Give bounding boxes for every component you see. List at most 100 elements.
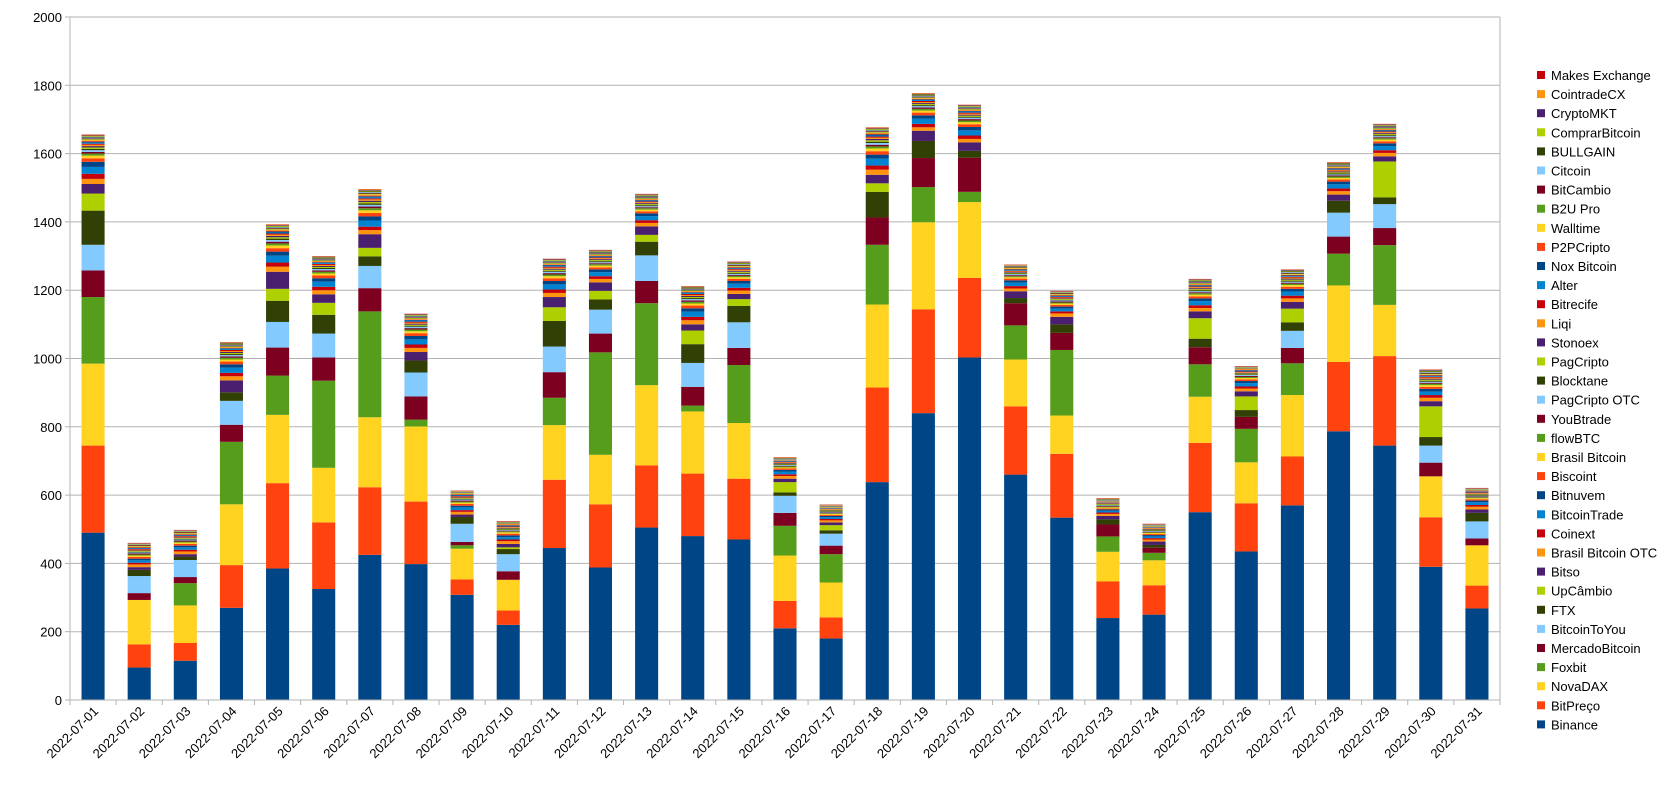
bar-segment-comprarbitcoin — [1281, 271, 1304, 272]
bar-segment-bitcambio — [174, 532, 197, 533]
bar-segment-bitcointrade — [266, 256, 289, 263]
bar-segment-liqi — [1004, 271, 1027, 272]
bar-segment-walltime — [1189, 284, 1212, 285]
bar-segment-bitcointrade — [1419, 392, 1442, 395]
bar-segment-brasil-bitcoin — [174, 543, 197, 544]
bar-segment-nox-bitcoin — [1327, 168, 1350, 169]
bar-segment-novadax — [958, 202, 981, 278]
bar-segment-walltime — [589, 255, 612, 256]
bar-segment-coinext — [1327, 188, 1350, 191]
bar-segment-biscoint — [681, 306, 704, 309]
bar-segment-coinext — [220, 373, 243, 376]
bar-segment-coinext — [358, 227, 381, 230]
bar-segment-mercadobitcoin — [1281, 348, 1304, 363]
bar-segment-brasil-bitcoin-otc — [773, 476, 796, 479]
bar-segment-liqi — [358, 199, 381, 200]
bar-segment-b2u-pro — [312, 260, 335, 261]
bar-segment-blocktane — [1419, 381, 1442, 382]
bar-segment-foxbit — [174, 583, 197, 605]
bar-segment-walltime — [1419, 374, 1442, 375]
bar-segment-flowbtc — [451, 502, 474, 503]
bar-segment-biscoint — [1143, 534, 1166, 535]
bar-segment-brasil-bitcoin-otc — [1373, 153, 1396, 156]
legend-swatch — [1537, 319, 1545, 327]
bar-segment-bitpre-o — [82, 446, 105, 533]
bar-segment-stonoex — [681, 296, 704, 297]
bar-segment-foxbit — [1143, 553, 1166, 561]
bar-segment-youbtrade — [1327, 175, 1350, 176]
legend-swatch — [1537, 167, 1545, 175]
bar-segment-coinext — [404, 344, 427, 347]
bar-segment-brasil-bitcoin — [543, 276, 566, 278]
legend-swatch — [1537, 262, 1545, 270]
bar-segment-coinext — [1096, 513, 1119, 514]
bar-segment-upc-mbio — [497, 547, 520, 549]
bar-segment-bitso — [1419, 401, 1442, 406]
bar-segment-comprarbitcoin — [681, 287, 704, 288]
bar-segment-bitcambio — [543, 262, 566, 263]
legend-label: NovaDAX — [1551, 679, 1608, 694]
bar-segment-bitso — [1373, 156, 1396, 161]
bar-segment-binance — [912, 413, 935, 700]
bar-segment-foxbit — [589, 352, 612, 454]
bar-segment-mercadobitcoin — [635, 281, 658, 303]
bar-segment-bitpre-o — [1096, 581, 1119, 618]
bar-segment-novadax — [404, 426, 427, 501]
bar-segment-blocktane — [1143, 530, 1166, 531]
bar-segment-foxbit — [727, 365, 750, 423]
bar-segment-pagcripto-otc — [174, 539, 197, 540]
bar-segment-bitcointoyou — [312, 334, 335, 358]
bar-segment-bitnuvem — [404, 336, 427, 339]
bar-segment-pagcripto-otc — [1327, 174, 1350, 175]
bar-segment-pagcripto — [866, 140, 889, 141]
bar-segment-stonoex — [266, 236, 289, 237]
bar-segment-comprarbitcoin — [589, 251, 612, 252]
bar-segment-mercadobitcoin — [820, 546, 843, 555]
bar-segment-pagcripto-otc — [128, 552, 151, 553]
bar-segment-bitpre-o — [727, 479, 750, 540]
bar-segment-bitso — [312, 294, 335, 303]
legend-label: CryptoMKT — [1551, 106, 1617, 121]
bar-segment-comprarbitcoin — [912, 95, 935, 96]
bar-segment-ftx — [1235, 410, 1258, 417]
bar-segment-bitrecife — [497, 527, 520, 528]
bar-segment-alter — [358, 197, 381, 198]
bar-segment-walltime — [404, 319, 427, 320]
bar-segment-foxbit — [266, 376, 289, 415]
bar-segment-coinext — [1465, 505, 1488, 507]
bar-segment-blocktane — [589, 261, 612, 262]
bar-segment-blocktane — [220, 354, 243, 355]
bar-segment-b2u-pro — [1373, 128, 1396, 129]
bar-segment-bitcambio — [1327, 166, 1350, 167]
bar-segment-stonoex — [358, 201, 381, 202]
bar-segment-stonoex — [497, 528, 520, 529]
bar-segment-pagcripto — [1050, 299, 1073, 300]
bar-segment-alter — [312, 263, 335, 264]
bar-segment-pagcripto — [912, 104, 935, 105]
bar-segment-bullgain — [1373, 126, 1396, 127]
bar-segment-nox-bitcoin — [1373, 130, 1396, 131]
bar-segment-bitrecife — [174, 536, 197, 537]
bar-segment-bitcointrade — [451, 507, 474, 510]
bar-segment-bitcointrade — [1281, 292, 1304, 296]
bar-segment-blocktane — [1050, 300, 1073, 301]
bar-segment-citcoin — [358, 192, 381, 193]
bar-segment-liqi — [1235, 372, 1258, 373]
bar-segment-foxbit — [773, 526, 796, 556]
bar-segment-bitso — [1143, 542, 1166, 545]
bar-segment-comprarbitcoin — [1327, 164, 1350, 165]
bar-segment-alter — [912, 100, 935, 101]
bar-segment-bitnuvem — [312, 278, 335, 281]
legend-label: Binance — [1551, 717, 1598, 732]
bar-segment-pagcripto-otc — [1096, 505, 1119, 506]
bar-segment-bitcambio — [635, 197, 658, 198]
bar-segment-coinext — [497, 539, 520, 541]
bar-segment-youbtrade — [82, 152, 105, 154]
bar-segment-pagcripto-otc — [727, 274, 750, 275]
bar-segment-bitcointoyou — [1465, 521, 1488, 538]
bar-segment-flowbtc — [1235, 377, 1258, 378]
bar-segment-bitso — [1235, 391, 1258, 396]
bar-segment-bitcambio — [1281, 273, 1304, 274]
bar-segment-bullgain — [1327, 164, 1350, 165]
bar-segment-b2u-pro — [681, 290, 704, 291]
